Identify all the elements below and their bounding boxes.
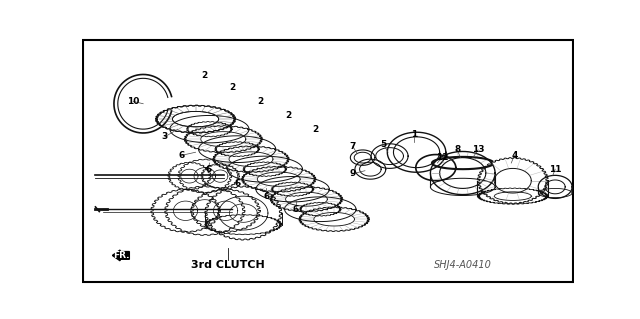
- Text: 4: 4: [511, 151, 518, 160]
- Text: 8: 8: [454, 145, 461, 154]
- Text: 7: 7: [349, 142, 356, 151]
- Text: 2: 2: [202, 71, 208, 80]
- Text: 6: 6: [205, 165, 212, 174]
- Text: SHJ4-A0410: SHJ4-A0410: [434, 260, 492, 271]
- Text: 13: 13: [472, 145, 484, 154]
- Text: 6: 6: [234, 179, 240, 188]
- Text: 11: 11: [549, 165, 561, 174]
- FancyArrow shape: [113, 250, 129, 261]
- Text: 9: 9: [349, 169, 356, 178]
- Text: 2: 2: [285, 111, 291, 120]
- Text: 2: 2: [257, 97, 264, 106]
- Text: 6: 6: [179, 151, 185, 160]
- Text: 1: 1: [411, 130, 417, 139]
- Text: 3: 3: [162, 132, 168, 141]
- Text: 2: 2: [312, 125, 319, 134]
- Text: FR.: FR.: [113, 251, 130, 260]
- Text: 6: 6: [263, 192, 269, 201]
- Text: 6: 6: [292, 205, 299, 214]
- Text: 3rd CLUTCH: 3rd CLUTCH: [191, 260, 265, 271]
- Text: 5: 5: [380, 140, 387, 149]
- Text: 10: 10: [127, 97, 140, 106]
- Text: 2: 2: [229, 83, 236, 92]
- Text: 12: 12: [436, 153, 448, 162]
